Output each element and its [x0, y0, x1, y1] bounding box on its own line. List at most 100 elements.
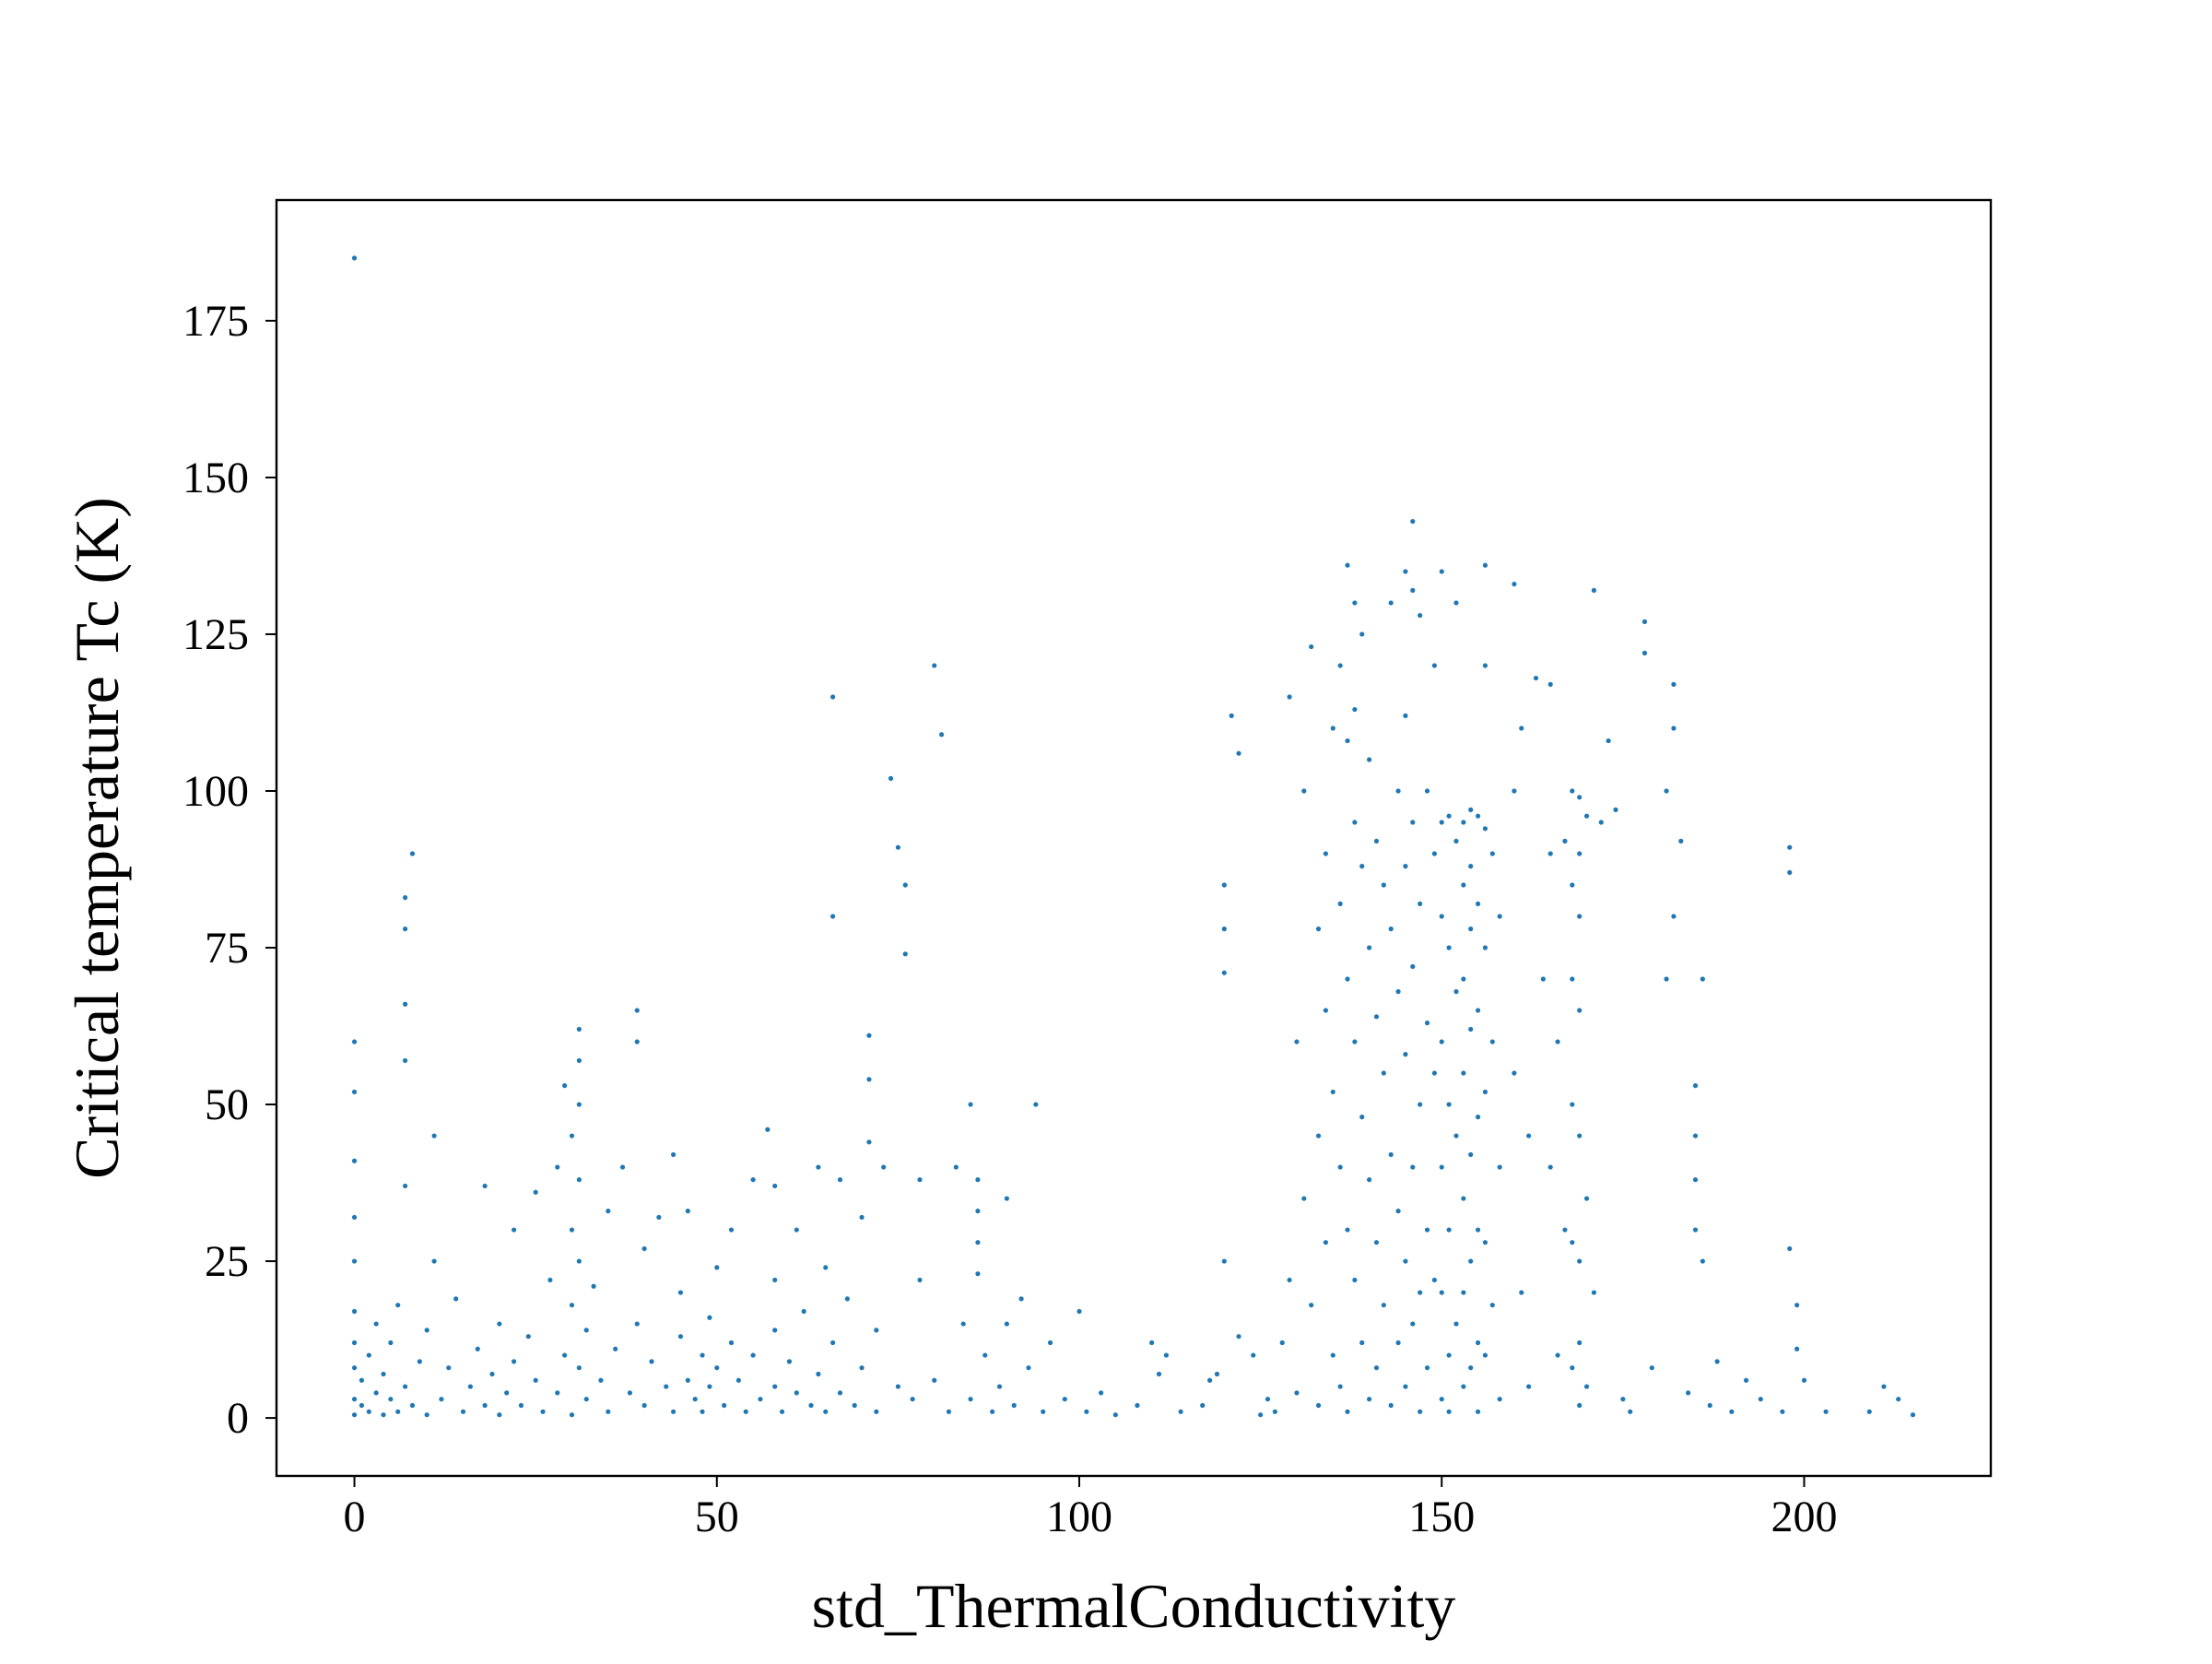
point: [1373, 1014, 1380, 1020]
point: [1418, 1409, 1423, 1414]
point: [1468, 1026, 1474, 1033]
point: [888, 775, 894, 781]
point: [1896, 1397, 1901, 1402]
point: [1004, 1321, 1009, 1327]
point: [1910, 1412, 1916, 1418]
point: [497, 1412, 502, 1418]
point: [938, 732, 945, 738]
y-tick-label: 0: [227, 1394, 249, 1443]
point: [1497, 1397, 1502, 1402]
point: [1345, 976, 1350, 982]
point: [569, 1412, 575, 1418]
point: [1206, 1377, 1213, 1383]
point: [1692, 1177, 1699, 1183]
point: [1410, 1321, 1416, 1327]
point: [1570, 1102, 1575, 1107]
point: [1381, 882, 1386, 888]
point: [649, 1359, 654, 1364]
points: [351, 255, 1916, 1418]
point: [1512, 581, 1517, 587]
point: [1512, 788, 1517, 794]
point: [1033, 1102, 1039, 1107]
point: [1519, 726, 1524, 731]
point: [1475, 813, 1481, 819]
point: [700, 1352, 705, 1358]
point: [1294, 1039, 1300, 1044]
point: [388, 1339, 394, 1346]
point: [816, 1164, 821, 1170]
point: [1641, 650, 1648, 655]
point: [1221, 1258, 1227, 1264]
point: [1577, 1133, 1583, 1139]
point: [1200, 1402, 1206, 1409]
point: [547, 1277, 553, 1283]
point: [1337, 663, 1343, 668]
point: [1446, 1352, 1452, 1358]
point: [1461, 1196, 1466, 1201]
point: [1418, 1290, 1423, 1295]
point: [1367, 945, 1372, 950]
point: [874, 1328, 879, 1333]
point: [881, 1164, 887, 1170]
point: [1489, 1039, 1495, 1044]
point: [467, 1384, 473, 1389]
point: [728, 1339, 735, 1346]
point: [1352, 1277, 1358, 1283]
point: [1403, 864, 1408, 869]
point: [576, 1057, 582, 1064]
point: [1606, 738, 1611, 744]
point: [1395, 788, 1401, 794]
point: [895, 1384, 900, 1389]
point: [786, 1359, 793, 1364]
point: [1497, 914, 1502, 919]
point: [1047, 1339, 1053, 1346]
point: [968, 1397, 973, 1402]
point: [525, 1334, 531, 1339]
point: [772, 1277, 778, 1283]
point: [619, 1164, 626, 1170]
point: [598, 1377, 604, 1383]
point: [351, 1412, 358, 1418]
point: [1315, 926, 1322, 932]
point: [576, 1102, 582, 1107]
point: [351, 1365, 358, 1371]
point: [424, 1328, 429, 1333]
point: [1287, 1277, 1292, 1283]
point: [1395, 989, 1401, 995]
point: [823, 1409, 829, 1414]
point: [1468, 926, 1474, 932]
point: [866, 1139, 872, 1145]
point: [1468, 1365, 1474, 1371]
point: [1431, 1277, 1437, 1283]
point: [1620, 1397, 1626, 1402]
point: [975, 1209, 981, 1214]
point: [351, 255, 358, 261]
x-tick-label: 150: [1408, 1493, 1475, 1541]
point: [1359, 1115, 1365, 1120]
y-tick-label: 25: [205, 1237, 249, 1286]
x-tick-label: 100: [1046, 1493, 1112, 1541]
point: [1475, 1008, 1481, 1013]
y-tick-label: 100: [182, 767, 249, 816]
point: [1692, 1227, 1699, 1233]
point: [1468, 1151, 1474, 1158]
point: [670, 1409, 677, 1414]
point: [1570, 1240, 1575, 1245]
point: [1570, 788, 1575, 794]
point: [1475, 1339, 1481, 1346]
point: [895, 844, 900, 850]
point: [1367, 757, 1372, 762]
point: [772, 1384, 778, 1389]
point: [1352, 1039, 1358, 1044]
point: [1686, 1390, 1691, 1396]
point: [402, 895, 408, 901]
point: [1337, 1384, 1343, 1389]
point: [359, 1377, 365, 1383]
point: [1482, 945, 1488, 950]
point: [874, 1409, 879, 1414]
point: [960, 1321, 966, 1327]
y-tick-label: 50: [205, 1080, 249, 1129]
point: [1135, 1402, 1140, 1409]
point: [1475, 1227, 1481, 1233]
